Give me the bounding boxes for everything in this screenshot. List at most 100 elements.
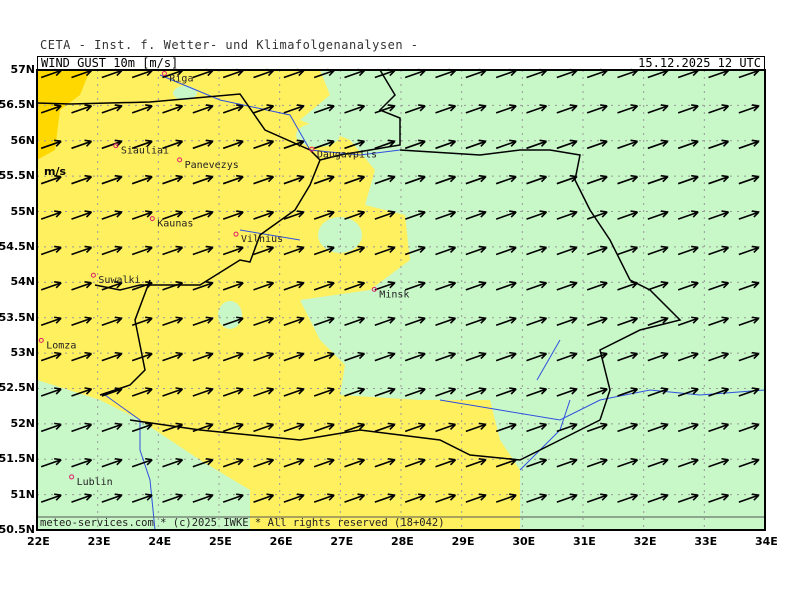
wind-arrow xyxy=(101,281,123,291)
wind-arrow xyxy=(677,457,699,468)
wind-arrow xyxy=(344,104,366,114)
lon-label: 31E xyxy=(573,535,596,548)
wind-arrow xyxy=(738,210,760,220)
wind-arrow xyxy=(162,245,184,256)
wind-arrow xyxy=(40,316,62,326)
wind-arrow xyxy=(101,351,123,362)
wind-arrow xyxy=(162,210,184,220)
lon-label: 22E xyxy=(27,535,50,548)
city-marker xyxy=(90,272,96,278)
wind-arrow xyxy=(253,422,275,433)
wind-arrow xyxy=(435,457,457,468)
wind-arrow xyxy=(192,422,214,433)
wind-arrow xyxy=(738,174,760,185)
wind-arrow xyxy=(374,281,396,291)
wind-arrow xyxy=(404,457,426,468)
lat-label: 54.5N xyxy=(0,239,35,253)
graticule xyxy=(37,70,765,530)
wind-arrow xyxy=(40,245,62,256)
wind-arrow xyxy=(677,351,699,362)
cities: Riga Siauliai Panevezys Daugavpils Kaunas Vil… xyxy=(38,71,409,488)
wind-arrows xyxy=(40,68,760,503)
wind-arrow xyxy=(131,139,153,150)
wind-arrow xyxy=(647,493,669,503)
wind-arrow xyxy=(495,281,517,291)
wind-arrow xyxy=(71,139,93,150)
lat-label: 56.5N xyxy=(0,98,35,112)
wind-arrow xyxy=(162,174,184,185)
wind-arrow xyxy=(253,387,275,397)
wind-arrow xyxy=(222,104,244,114)
wind-arrow xyxy=(222,457,244,468)
wind-arrow xyxy=(465,493,487,503)
wind-arrow xyxy=(617,245,639,256)
city-label: Kaunas xyxy=(157,219,193,230)
city-label: Siauliai xyxy=(121,146,169,157)
lon-label: 25E xyxy=(209,535,232,548)
wind-arrow xyxy=(283,493,305,503)
wind-arrow xyxy=(738,281,760,291)
lat-label: 51N xyxy=(10,487,35,501)
low-gust-patch xyxy=(37,380,250,530)
wind-arrow xyxy=(283,387,305,397)
wind-arrow xyxy=(586,493,608,503)
city-label: Riga xyxy=(169,74,193,85)
wind-arrow xyxy=(738,139,760,150)
wind-arrow xyxy=(131,422,153,433)
city-label: Lublin xyxy=(77,477,113,488)
wind-arrow xyxy=(101,104,123,114)
wind-arrow xyxy=(617,281,639,291)
wind-arrow xyxy=(495,422,517,433)
lon-label: 23E xyxy=(87,535,111,548)
wind-arrow xyxy=(647,457,669,468)
wind-arrow xyxy=(192,104,214,114)
wind-arrow xyxy=(374,210,396,220)
wind-arrow xyxy=(101,422,123,433)
wind-arrow xyxy=(283,210,305,220)
wind-arrow xyxy=(526,104,548,114)
wind-arrow xyxy=(556,139,578,150)
wind-arrow xyxy=(677,493,699,503)
city-marker xyxy=(149,216,155,222)
wind-arrow xyxy=(222,351,244,362)
wind-arrow xyxy=(253,457,275,468)
wind-arrow xyxy=(435,139,457,150)
wind-arrow xyxy=(313,351,335,362)
wind-arrow xyxy=(465,422,487,433)
wind-arrow xyxy=(374,139,396,150)
wind-arrow xyxy=(617,422,639,433)
wind-arrow xyxy=(283,281,305,291)
wind-arrow xyxy=(435,493,457,503)
wind-arrow xyxy=(40,457,62,468)
wind-arrow xyxy=(586,210,608,220)
wind-arrow xyxy=(192,351,214,362)
wind-arrow xyxy=(101,245,123,256)
wind-arrow xyxy=(344,351,366,362)
city-marker xyxy=(309,146,315,152)
wind-arrow xyxy=(71,457,93,468)
wind-arrow xyxy=(435,316,457,326)
lat-label: 53.5N xyxy=(0,310,35,324)
wind-arrow xyxy=(556,316,578,326)
wind-arrow xyxy=(71,245,93,256)
country-border xyxy=(36,69,682,461)
wind-arrow xyxy=(586,174,608,185)
wind-arrow xyxy=(344,493,366,503)
wind-arrow xyxy=(162,387,184,397)
wind-arrow xyxy=(162,281,184,291)
wind-arrow xyxy=(647,351,669,362)
wind-arrow xyxy=(404,104,426,114)
wind-arrow xyxy=(222,139,244,150)
wind-arrow xyxy=(344,387,366,397)
wind-arrow xyxy=(495,104,517,114)
wind-arrow xyxy=(131,174,153,185)
wind-arrow xyxy=(253,316,275,326)
wind-arrow xyxy=(40,281,62,291)
wind-arrow xyxy=(71,493,93,503)
valid-time: 15.12.2025 12 UTC xyxy=(638,56,761,70)
wind-arrow xyxy=(404,210,426,220)
wind-arrow xyxy=(101,457,123,468)
wind-arrow xyxy=(192,245,214,256)
wind-arrow xyxy=(435,387,457,397)
